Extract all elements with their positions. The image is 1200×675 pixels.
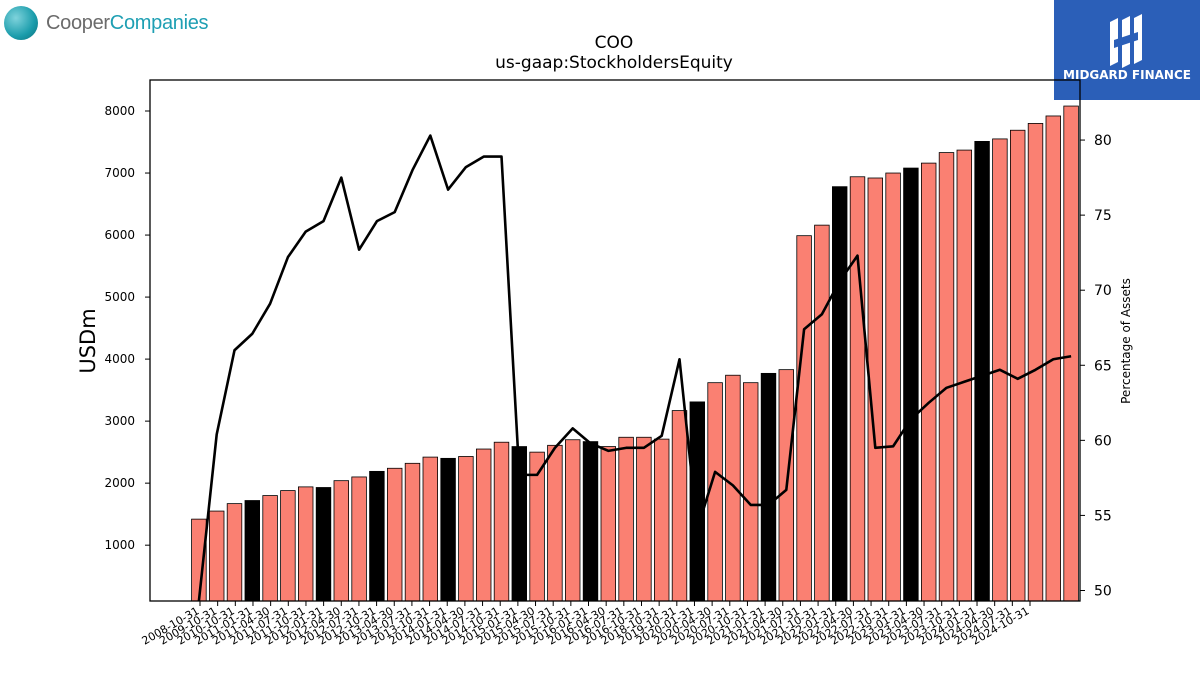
equity-bar: [440, 457, 456, 602]
equity-bar: [315, 487, 332, 602]
equity-bar: [743, 382, 759, 602]
equity-bar: [814, 224, 830, 602]
y2-tick-label: 75: [1094, 208, 1112, 224]
equity-bar: [974, 140, 990, 602]
equity-bar: [244, 500, 261, 602]
equity-bar: [475, 448, 492, 602]
y-tick-label: 3000: [104, 414, 135, 428]
percentage-of-assets-line: [197, 134, 1072, 602]
sponsor-logo-text: MIDGARD FINANCE: [1063, 68, 1191, 82]
equity-bar: [226, 503, 243, 602]
y2-tick-label: 55: [1094, 508, 1112, 524]
equity-bar: [404, 462, 421, 602]
equity-bar: [938, 152, 955, 602]
chart-subtitle: us-gaap:StockholdersEquity: [495, 53, 733, 73]
company-logo-part1: Cooper: [46, 11, 110, 34]
equity-bar: [921, 162, 937, 602]
equity-bar: [493, 441, 510, 602]
equity-bar: [903, 167, 919, 602]
equity-bar: [796, 235, 812, 602]
equity-bar: [760, 372, 777, 602]
y2-axis-label: Percentage of Assets: [1119, 278, 1133, 404]
equity-bar: [636, 436, 652, 602]
equity-bar: [600, 446, 617, 602]
equity-bar: [351, 476, 367, 602]
equity-bar: [725, 374, 741, 602]
equity-bar: [582, 441, 599, 602]
cooper-companies-logo: CooperCompanies: [4, 4, 209, 42]
company-logo-text: CooperCompanies: [46, 11, 209, 35]
equity-bar: [832, 186, 848, 602]
equity-bar: [671, 410, 688, 602]
chart-title: COO: [595, 33, 634, 53]
equity-bar: [458, 456, 474, 602]
y-tick-label: 1000: [104, 538, 135, 552]
equity-bar: [689, 401, 706, 602]
equity-bar: [565, 439, 581, 602]
y-tick-label: 2000: [104, 476, 135, 490]
y-tick-label: 6000: [104, 228, 135, 242]
y-tick-label: 8000: [104, 104, 135, 118]
equity-bar: [208, 510, 225, 602]
globe-icon: [4, 6, 38, 40]
equity-bar: [849, 176, 866, 602]
y-tick-label: 5000: [104, 290, 135, 304]
equity-bar: [297, 486, 314, 602]
y2-tick-label: 70: [1094, 283, 1112, 299]
equity-bar: [618, 436, 634, 602]
midgard-mark-icon: [1110, 14, 1142, 68]
equity-bar: [885, 172, 901, 602]
y-axis-label: USDm: [76, 308, 100, 373]
equity-bar: [1010, 129, 1026, 602]
y-tick-label: 7000: [104, 166, 135, 180]
equity-bar: [386, 467, 403, 602]
chart-axes: 1000 2000 3000 4000 5000 6000 7000 8000 50 55 60 65…: [104, 79, 1112, 648]
equity-bar: [369, 470, 385, 602]
equity-bar: [262, 495, 278, 602]
company-logo-part2: Companies: [109, 11, 209, 34]
equity-bar: [547, 444, 563, 602]
line-series: [197, 134, 1072, 602]
bar-series: [191, 105, 1079, 602]
equity-bar: [1063, 105, 1079, 602]
equity-bar: [654, 438, 670, 602]
y2-tick-label: 80: [1094, 133, 1112, 149]
y2-tick-label: 60: [1094, 433, 1112, 449]
equity-bar: [280, 490, 296, 602]
equity-bar: [1027, 123, 1044, 602]
y2-tick-label: 50: [1094, 583, 1112, 599]
equity-bar: [333, 480, 350, 602]
equity-bar: [956, 149, 973, 602]
y2-tick-label: 65: [1094, 358, 1112, 374]
y-tick-label: 4000: [104, 352, 135, 366]
plot-frame: [149, 79, 1081, 602]
equity-bar: [422, 456, 439, 602]
midgard-finance-logo: MIDGARD FINANCE: [1054, 0, 1200, 100]
